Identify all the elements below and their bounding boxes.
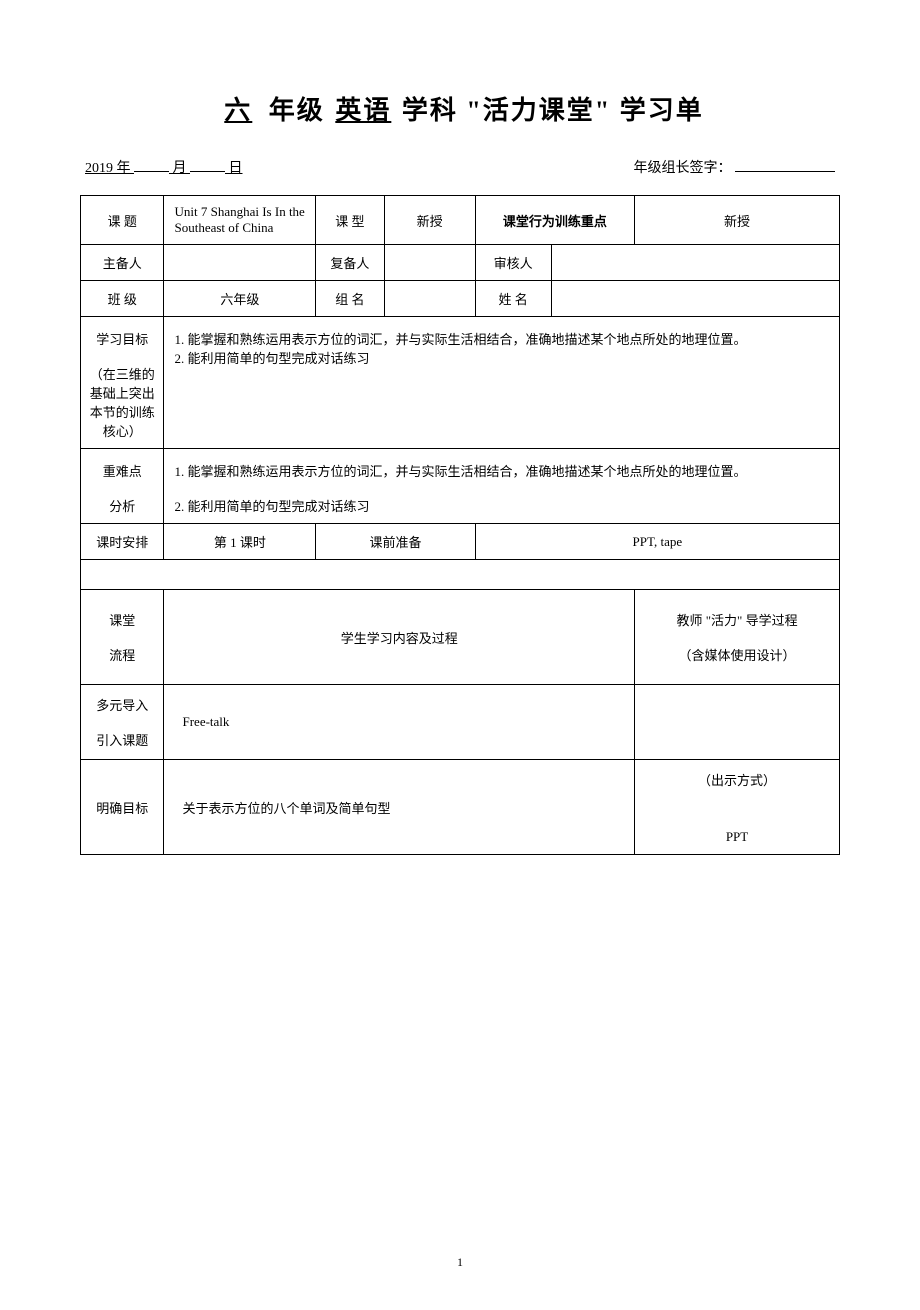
group-label: 组 名 [316, 281, 384, 317]
goal-right: （出示方式） PPT [635, 760, 840, 855]
reprepare-label: 复备人 [316, 245, 384, 281]
meta-date: 2019 年 月 日 [85, 157, 243, 177]
row-objective: 学习目标 （在三维的基础上突出本节的训练核心） 1. 能掌握和熟练运用表示方位的… [81, 317, 840, 449]
prepare-value [164, 245, 316, 281]
title-suffix: 学科 "活力课堂" 学习单 [402, 96, 704, 125]
difficulty-value: 1. 能掌握和熟练运用表示方位的词汇，并与实际生活相结合，准确地描述某个地点所处… [164, 449, 840, 524]
objective-label: 学习目标 （在三维的基础上突出本节的训练核心） [81, 317, 164, 449]
meta-signature: 年级组长签字： [634, 157, 836, 177]
reviewer-label: 审核人 [475, 245, 551, 281]
intro-right [635, 685, 840, 760]
name-label: 姓 名 [475, 281, 551, 317]
lesson-plan-table: 课 题 Unit 7 Shanghai Is In the Southeast … [80, 195, 840, 855]
intro-value: Free-talk [164, 685, 635, 760]
goal-right-bottom: PPT [641, 829, 833, 845]
prep-label: 课前准备 [316, 524, 475, 560]
intro-label: 多元导入 引入课题 [81, 685, 164, 760]
schedule-label: 课时安排 [81, 524, 164, 560]
row-goal: 明确目标 关于表示方位的八个单词及简单句型 （出示方式） PPT [81, 760, 840, 855]
row-prepare: 主备人 复备人 审核人 [81, 245, 840, 281]
day-blank [190, 171, 225, 172]
year-suffix: 年 [117, 161, 131, 176]
title-grade: 六 [216, 96, 260, 125]
name-value [551, 281, 839, 317]
row-difficulty: 重难点 分析 1. 能掌握和熟练运用表示方位的词汇，并与实际生活相结合，准确地描… [81, 449, 840, 524]
reviewer-value [551, 245, 839, 281]
prepare-label: 主备人 [81, 245, 164, 281]
focus-label: 课堂行为训练重点 [475, 196, 634, 245]
difficulty-label: 重难点 分析 [81, 449, 164, 524]
row-flow: 课堂 流程 学生学习内容及过程 教师 "活力" 导学过程 （含媒体使用设计） [81, 590, 840, 685]
year: 2019 [85, 161, 113, 176]
goal-label: 明确目标 [81, 760, 164, 855]
content-label: 学生学习内容及过程 [164, 590, 635, 685]
row-class: 班 级 六年级 组 名 姓 名 [81, 281, 840, 317]
teacher-label: 教师 "活力" 导学过程 （含媒体使用设计） [635, 590, 840, 685]
focus-value: 新授 [635, 196, 840, 245]
day-suffix: 日 [229, 161, 243, 176]
row-topic: 课 题 Unit 7 Shanghai Is In the Southeast … [81, 196, 840, 245]
topic-value: Unit 7 Shanghai Is In the Southeast of C… [164, 196, 316, 245]
row-schedule: 课时安排 第 1 课时 课前准备 PPT, tape [81, 524, 840, 560]
type-value: 新授 [384, 196, 475, 245]
month-suffix: 月 [173, 161, 187, 176]
page-title: 六 年级 英语 学科 "活力课堂" 学习单 [80, 90, 840, 127]
row-intro: 多元导入 引入课题 Free-talk [81, 685, 840, 760]
class-label: 班 级 [81, 281, 164, 317]
goal-value: 关于表示方位的八个单词及简单句型 [164, 760, 635, 855]
prep-value: PPT, tape [475, 524, 839, 560]
type-label: 课 型 [316, 196, 384, 245]
class-value: 六年级 [164, 281, 316, 317]
flow-label: 课堂 流程 [81, 590, 164, 685]
signature-blank [735, 171, 835, 172]
month-blank [134, 171, 169, 172]
spacer-row [81, 560, 840, 590]
signature-label: 年级组长签字： [634, 161, 732, 176]
meta-row: 2019 年 月 日 年级组长签字： [80, 157, 840, 177]
page-number: 1 [80, 1255, 840, 1270]
objective-value: 1. 能掌握和熟练运用表示方位的词汇，并与实际生活相结合，准确地描述某个地点所处… [164, 317, 840, 449]
reprepare-value [384, 245, 475, 281]
goal-right-top: （出示方式） [641, 770, 833, 789]
title-grade-suffix: 年级 [269, 96, 325, 125]
spacer-cell [81, 560, 840, 590]
topic-label: 课 题 [81, 196, 164, 245]
title-subject: 英语 [333, 96, 393, 125]
schedule-value: 第 1 课时 [164, 524, 316, 560]
group-value [384, 281, 475, 317]
